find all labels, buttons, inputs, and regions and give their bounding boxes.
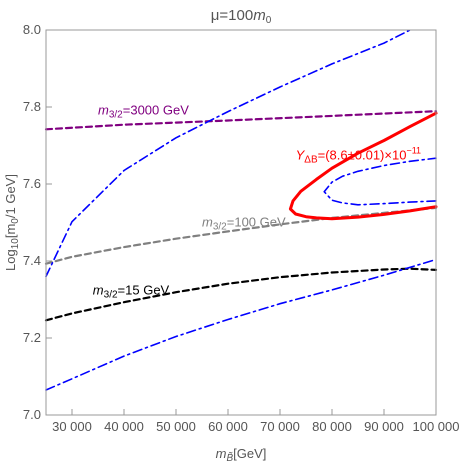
x-tick-label: 80 000 xyxy=(312,419,352,434)
annotation-sub: 3/2 xyxy=(213,221,227,232)
annotation-text: =3000 GeV xyxy=(123,103,189,118)
y-axis-label-rest: /1 GeV] xyxy=(3,174,18,218)
series-line-6 xyxy=(288,111,438,221)
y-tick-label: 8.0 xyxy=(23,22,41,37)
annotation-m100: m3/2=100 GeV xyxy=(202,214,286,232)
series-line-4 xyxy=(45,258,437,391)
plot-frame xyxy=(45,29,437,416)
chart-title-var: m xyxy=(253,7,266,24)
annotation-sub: 3/2 xyxy=(104,289,118,300)
x-tick-label: 100 000 xyxy=(413,419,460,434)
x-axis-label-rest: [GeV] xyxy=(233,446,266,461)
x-tick-label: 50 000 xyxy=(156,419,196,434)
annotation-m3000: m3/2=3000 GeV xyxy=(98,103,189,121)
x-axis-label-sub: B̃ xyxy=(226,451,233,464)
ticks-layer: 30 000 40 000 50 000 60 000 70 000 80 000 90 0… xyxy=(23,22,460,434)
annotation-text: =15 GeV xyxy=(118,282,170,297)
annotation-var: m xyxy=(202,214,213,229)
series-line-5 xyxy=(323,157,437,206)
chart-title: μ=100m0 xyxy=(211,7,272,26)
series-line-1 xyxy=(44,206,438,265)
x-tick-label: 90 000 xyxy=(364,419,404,434)
series-line-3 xyxy=(45,29,411,278)
y-axis-label-sub2: 0 xyxy=(10,218,21,224)
y-axis-label-sub: 10 xyxy=(10,238,21,250)
series-layer xyxy=(44,29,438,391)
series-line-0 xyxy=(44,110,438,131)
x-tick-label: 70 000 xyxy=(260,419,300,434)
annotation-text: =(8.6±0.01)×10 xyxy=(318,147,407,162)
annotation-m15: m3/2=15 GeV xyxy=(93,282,170,300)
annotation-var: Y xyxy=(296,147,306,162)
x-tick-label: 30 000 xyxy=(52,419,92,434)
annotation-text: =100 GeV xyxy=(227,214,286,229)
series-line-2 xyxy=(44,267,438,322)
annotation-var: m xyxy=(93,282,104,297)
y-axis-label-pre: Log xyxy=(3,249,18,271)
annotation-sup: −11 xyxy=(406,145,421,155)
chart-title-base: μ=100 xyxy=(211,7,253,24)
annotation-sub: ΔB xyxy=(304,154,318,165)
y-tick-label: 7.4 xyxy=(23,253,41,268)
chart-title-sub: 0 xyxy=(266,15,272,26)
annotation-ydb: YΔB=(8.6±0.01)×10−11 xyxy=(296,145,421,165)
y-tick-label: 7.2 xyxy=(23,330,41,345)
y-tick-label: 7.0 xyxy=(23,407,41,422)
x-tick-label: 40 000 xyxy=(104,419,144,434)
x-axis-label: mB̃[GeV] xyxy=(216,446,267,464)
x-axis-label-var: m xyxy=(216,446,227,461)
y-axis-label-mid: [m xyxy=(3,224,18,238)
annotation-var: m xyxy=(98,103,109,118)
y-axis-label: Log10[m0/1 GeV] xyxy=(3,174,21,271)
x-tick-label: 60 000 xyxy=(208,419,248,434)
annotation-sub: 3/2 xyxy=(109,110,123,121)
y-tick-label: 7.8 xyxy=(23,99,41,114)
y-tick-label: 7.6 xyxy=(23,176,41,191)
